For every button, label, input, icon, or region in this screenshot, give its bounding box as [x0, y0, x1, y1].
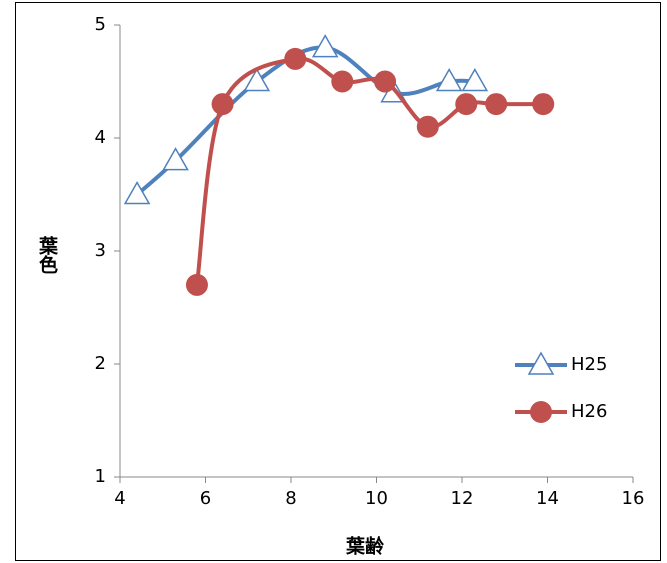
marker-circle — [455, 93, 478, 116]
legend-marker — [530, 401, 552, 423]
marker-circle — [284, 47, 307, 70]
x-tick-label: 10 — [365, 488, 388, 509]
marker-circle — [185, 273, 208, 296]
x-tick-label: 16 — [622, 488, 645, 509]
marker-triangle — [435, 67, 463, 92]
marker-triangle — [311, 34, 339, 58]
y-axis-label: 葉色 — [36, 236, 59, 274]
marker-circle — [211, 93, 234, 116]
marker-triangle — [461, 67, 489, 92]
y-tick-label: 5 — [95, 14, 106, 35]
x-tick-label: 14 — [536, 488, 559, 509]
marker-triangle — [123, 180, 151, 205]
x-tick-label: 8 — [285, 488, 296, 509]
marker-circle — [331, 70, 354, 93]
y-tick-label: 4 — [95, 127, 106, 148]
y-tick-label: 2 — [95, 353, 106, 374]
marker-circle — [532, 93, 555, 116]
marker-triangle — [162, 147, 189, 171]
y-tick-label: 1 — [95, 466, 106, 487]
marker-circle — [374, 70, 397, 93]
x-tick-label: 4 — [114, 488, 125, 509]
marker-circle — [485, 93, 508, 116]
y-tick-label: 3 — [95, 240, 106, 261]
legend-label: H26 — [571, 401, 607, 422]
series-line — [194, 56, 544, 286]
x-tick-label: 12 — [451, 488, 474, 509]
x-tick-label: 6 — [200, 488, 211, 509]
chart-frame — [15, 2, 661, 561]
legend-marker — [527, 351, 555, 375]
x-axis-label: 葉齢 — [345, 535, 385, 558]
marker-circle — [416, 115, 439, 138]
legend-label: H25 — [571, 354, 607, 375]
marker-triangle — [243, 67, 271, 92]
